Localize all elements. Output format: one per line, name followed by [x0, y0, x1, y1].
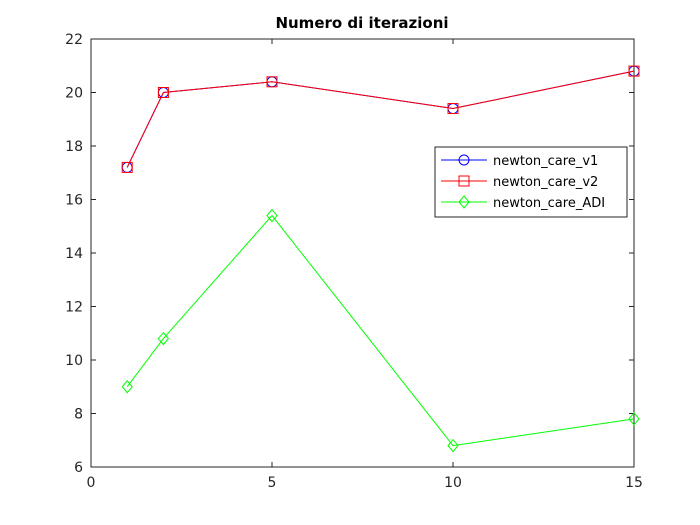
- data-point: [121, 379, 133, 394]
- y-tick-label: 18: [65, 139, 83, 155]
- axes-box: [90, 38, 635, 468]
- x-tick-label: 5: [268, 475, 277, 491]
- legend-label: newton_care_ADI: [493, 196, 605, 211]
- y-tick-label: 22: [65, 32, 83, 48]
- y-tick-label: 20: [65, 86, 83, 102]
- legend-marker: [458, 175, 470, 187]
- legend: newton_care_v1 newton_care_v2 newton_care_…: [434, 146, 628, 218]
- series-newton_care_v2: [121, 65, 640, 173]
- y-tick-label: 14: [65, 246, 83, 262]
- y-tick-label: 10: [65, 353, 83, 369]
- plot-area: [90, 38, 635, 468]
- y-tick-label: 12: [65, 300, 83, 316]
- data-point: [447, 103, 459, 115]
- legend-box: [434, 146, 628, 218]
- data-point: [447, 438, 459, 453]
- series-newton_care_ADI: [121, 208, 640, 453]
- data-point: [266, 76, 278, 88]
- data-point: [266, 208, 278, 223]
- data-point: [121, 161, 133, 173]
- legend-marker: [458, 195, 470, 209]
- data-point: [157, 87, 169, 98]
- series-line: [126, 214, 635, 447]
- series-layer: [121, 65, 640, 453]
- legend-marker: [458, 154, 470, 166]
- x-tick-label: 10: [444, 475, 462, 491]
- legend-label: newton_care_v1: [493, 154, 598, 169]
- y-tick-label: 8: [74, 407, 83, 423]
- data-point: [157, 331, 170, 346]
- series-line: [126, 70, 635, 168]
- chart-title: Numero di iterazioni: [275, 14, 448, 32]
- legend-label: newton_care_v2: [493, 175, 598, 190]
- x-tick-label: 0: [87, 475, 96, 491]
- data-point: [628, 412, 640, 426]
- axis-ticks: 0 5 10 15 6 8 10 12 14 16 18 20 22: [65, 32, 643, 491]
- y-tick-label: 6: [74, 460, 83, 476]
- y-tick-label: 16: [65, 193, 83, 209]
- data-point: [628, 65, 640, 77]
- x-tick-label: 15: [625, 475, 643, 491]
